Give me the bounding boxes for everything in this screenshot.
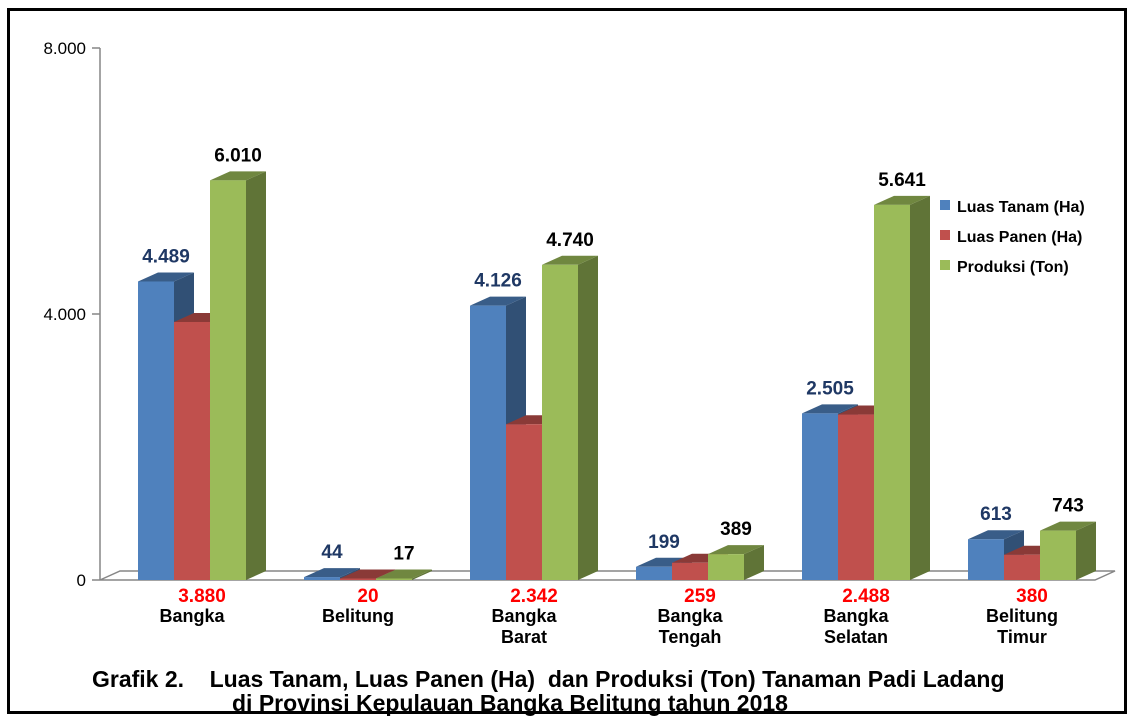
bar-side bbox=[1076, 521, 1096, 580]
data-label-0-0: 4.489 bbox=[142, 246, 190, 267]
bar-front bbox=[874, 204, 910, 580]
data-label-1-1: 20 bbox=[357, 586, 378, 607]
bar-2-4 bbox=[874, 195, 930, 580]
data-label-1-3: 259 bbox=[684, 586, 716, 607]
legend-entry-0: Luas Tanam (Ha) bbox=[957, 199, 1085, 216]
category-label-line: Bangka bbox=[823, 606, 889, 626]
bar-top bbox=[304, 568, 360, 578]
bar-side bbox=[744, 545, 764, 580]
bar-top bbox=[1040, 521, 1096, 531]
bar-top bbox=[376, 569, 432, 579]
bar-top bbox=[210, 171, 266, 181]
bar-front bbox=[304, 577, 340, 580]
bar-front bbox=[968, 539, 1004, 580]
category-label-line: Belitung bbox=[322, 606, 394, 626]
category-label-3: Bangka Tengah bbox=[657, 606, 723, 647]
bar-top bbox=[802, 404, 858, 414]
data-label-2-2: 4.740 bbox=[546, 230, 594, 251]
data-label-2-3: 389 bbox=[720, 519, 752, 540]
legend-swatch-0 bbox=[940, 200, 950, 210]
bar-front bbox=[210, 180, 246, 580]
legend: Luas Tanam (Ha) Luas Panen (Ha) Produksi (… bbox=[940, 199, 1085, 276]
data-label-1-2: 2.342 bbox=[510, 586, 558, 607]
data-label-2-4: 5.641 bbox=[878, 170, 926, 191]
bar-side bbox=[246, 171, 266, 580]
bar-top bbox=[968, 530, 1024, 540]
bar-front bbox=[1040, 530, 1076, 580]
data-label-0-4: 2.505 bbox=[806, 378, 854, 399]
legend-entry-1: Luas Panen (Ha) bbox=[957, 229, 1082, 246]
data-label-2-5: 743 bbox=[1052, 496, 1084, 517]
data-label-0-2: 4.126 bbox=[474, 271, 522, 292]
y-tick-label: 0 bbox=[77, 571, 86, 590]
data-label-1-0: 3.880 bbox=[178, 586, 226, 607]
data-label-1-5: 380 bbox=[1016, 586, 1048, 607]
category-label-line: Bangka bbox=[159, 606, 225, 626]
bar-2-5 bbox=[1040, 521, 1096, 580]
chart-caption-line1: Grafik 2. Luas Tanam, Luas Panen (Ha) da… bbox=[92, 666, 1005, 692]
legend-entry-2: Produksi (Ton) bbox=[957, 259, 1069, 276]
bar-top bbox=[636, 557, 692, 567]
category-label-4: Bangka Selatan bbox=[823, 606, 889, 647]
data-label-0-3: 199 bbox=[648, 532, 680, 553]
bar-front bbox=[340, 578, 376, 580]
bar-2-0 bbox=[210, 171, 266, 580]
data-label-2-0: 6.010 bbox=[214, 145, 262, 166]
bar-top bbox=[340, 569, 396, 579]
data-label-2-1: 17 bbox=[393, 544, 414, 565]
bar-front bbox=[1004, 554, 1040, 580]
bar-side bbox=[412, 569, 432, 580]
data-label-1-4: 2.488 bbox=[842, 586, 890, 607]
bar-2-1 bbox=[376, 569, 432, 580]
bar-front bbox=[376, 578, 412, 580]
bar-front bbox=[802, 413, 838, 580]
bar-top bbox=[874, 195, 930, 205]
category-label-line: Bangka bbox=[491, 606, 557, 626]
bar-front bbox=[708, 554, 744, 580]
bar-top bbox=[138, 272, 194, 282]
bar-2-2 bbox=[542, 255, 598, 581]
bar-front bbox=[174, 321, 210, 580]
plot-floor bbox=[99, 570, 1116, 581]
category-label-1: Belitung bbox=[322, 606, 394, 626]
legend-swatch-1 bbox=[940, 230, 950, 240]
bars-group bbox=[138, 171, 1096, 581]
category-label-line: Timur bbox=[997, 627, 1047, 647]
chart-caption-line2: di Provinsi Kepulauan Bangka Belitung ta… bbox=[232, 690, 788, 716]
bar-front bbox=[838, 414, 874, 580]
bar-front bbox=[636, 566, 672, 580]
bar-top bbox=[470, 296, 526, 306]
category-label-5: Belitung Timur bbox=[986, 606, 1058, 647]
bar-front bbox=[506, 424, 542, 580]
category-label-line: Bangka bbox=[657, 606, 723, 626]
data-label-0-1: 44 bbox=[321, 542, 343, 563]
bar-side bbox=[578, 255, 598, 581]
data-label-0-5: 613 bbox=[980, 504, 1012, 525]
bar-front bbox=[138, 281, 174, 580]
bar-top bbox=[542, 255, 598, 265]
category-label-line: Belitung bbox=[986, 606, 1058, 626]
y-tick-label: 4.000 bbox=[43, 305, 86, 324]
bar-side bbox=[910, 195, 930, 580]
y-tick-label: 8.000 bbox=[43, 39, 86, 58]
category-label-line: Barat bbox=[501, 627, 547, 647]
category-label-line: Selatan bbox=[824, 627, 888, 647]
bar-top bbox=[708, 545, 764, 555]
bar-front bbox=[470, 305, 506, 580]
bar-front bbox=[672, 562, 708, 580]
category-label-2: Bangka Barat bbox=[491, 606, 557, 647]
bar-front bbox=[542, 264, 578, 580]
legend-swatch-2 bbox=[940, 260, 950, 270]
bar-2-3 bbox=[708, 545, 764, 580]
category-label-0: Bangka bbox=[159, 606, 225, 626]
category-label-line: Tengah bbox=[659, 627, 722, 647]
